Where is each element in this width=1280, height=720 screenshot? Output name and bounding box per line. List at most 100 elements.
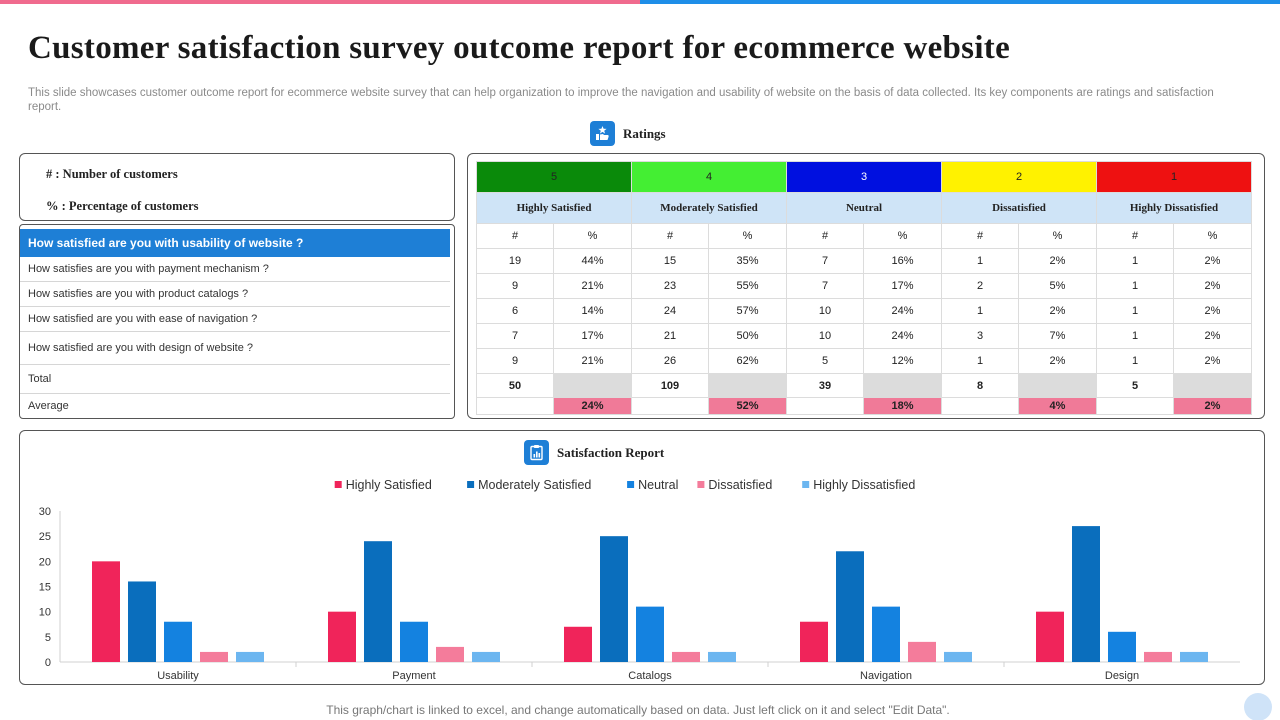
average-cell: 18% bbox=[863, 397, 942, 415]
top-accent-bar-blue bbox=[640, 0, 1280, 4]
totals-row: 50 109 39 8 5 bbox=[476, 373, 1252, 398]
bar-catalogs-dissatisfied bbox=[672, 651, 700, 662]
average-cell: 2% bbox=[1173, 397, 1252, 415]
sub-header-percent: % bbox=[708, 223, 787, 249]
bar-usability-moderately-satisfied bbox=[128, 581, 156, 662]
sub-header-count: # bbox=[476, 223, 554, 249]
bar-navigation-highly-dissatisfied bbox=[944, 651, 972, 662]
question-navigation[interactable]: How satisfied are you with ease of navig… bbox=[20, 307, 450, 332]
ratings-header: Ratings bbox=[590, 121, 666, 146]
question-payment[interactable]: How satisfies are you with payment mecha… bbox=[20, 257, 450, 282]
bar-catalogs-moderately-satisfied bbox=[600, 536, 628, 662]
average-cell: 4% bbox=[1018, 397, 1097, 415]
rating-name: Neutral bbox=[786, 192, 942, 224]
table-row: 6 14% 24 57% 10 24% 1 2% 1 2% bbox=[476, 298, 1252, 324]
bar-navigation-moderately-satisfied bbox=[836, 551, 864, 662]
y-tick-label: 20 bbox=[39, 556, 51, 568]
y-tick-label: 25 bbox=[39, 531, 51, 543]
chart-panel bbox=[19, 430, 1265, 685]
level-5-header: 5 bbox=[476, 161, 632, 193]
satisfaction-label: Satisfaction Report bbox=[557, 444, 665, 460]
legend-label: Dissatisfied bbox=[708, 478, 772, 492]
table-cell: 2% bbox=[1173, 348, 1252, 374]
bar-payment-highly-satisfied bbox=[328, 611, 356, 662]
table-cell: 1 bbox=[941, 348, 1019, 374]
table-cell: 55% bbox=[708, 273, 787, 299]
bar-usability-highly-dissatisfied bbox=[236, 651, 264, 662]
corner-decoration bbox=[1244, 693, 1272, 720]
y-tick-label: 5 bbox=[45, 632, 51, 644]
x-tick-label: Design bbox=[1105, 670, 1139, 682]
rating-name: Moderately Satisfied bbox=[631, 192, 787, 224]
ratings-table: 5 4 3 2 1 Highly Satisfied Moderately Sa… bbox=[476, 161, 1252, 415]
legend-label: Moderately Satisfied bbox=[478, 478, 591, 492]
x-tick-label: Catalogs bbox=[628, 670, 672, 682]
satisfaction-header: Satisfaction Report bbox=[524, 440, 664, 465]
x-tick-label: Navigation bbox=[860, 670, 912, 682]
table-cell: 50% bbox=[708, 323, 787, 349]
bar-catalogs-highly-satisfied bbox=[564, 626, 592, 662]
table-cell: 24% bbox=[863, 298, 942, 324]
thumbs-up-star-icon bbox=[590, 121, 615, 146]
legend-swatch bbox=[802, 481, 810, 488]
y-tick-label: 10 bbox=[39, 607, 51, 619]
legend-swatch bbox=[467, 481, 475, 488]
table-cell: 26 bbox=[631, 348, 709, 374]
average-label: Average bbox=[28, 400, 69, 412]
table-cell: 57% bbox=[708, 298, 787, 324]
table-cell: 2% bbox=[1173, 273, 1252, 299]
level-3-header: 3 bbox=[786, 161, 942, 193]
table-cell: 1 bbox=[1096, 298, 1174, 324]
empty-cell bbox=[553, 373, 632, 398]
bar-payment-moderately-satisfied bbox=[364, 541, 392, 662]
page-subtitle: This slide showcases customer outcome re… bbox=[28, 87, 1214, 113]
total-cell: 8 bbox=[941, 373, 1019, 398]
table-cell: 1 bbox=[941, 248, 1019, 274]
level-2-header: 2 bbox=[941, 161, 1097, 193]
top-accent-bar-pink bbox=[0, 0, 640, 4]
empty-cell bbox=[863, 373, 942, 398]
legend-label: Highly Dissatisfied bbox=[813, 478, 915, 492]
table-cell: 2% bbox=[1018, 248, 1097, 274]
y-tick-label: 30 bbox=[39, 506, 51, 518]
table-cell: 2% bbox=[1173, 248, 1252, 274]
sub-header-count: # bbox=[1096, 223, 1174, 249]
legend-swatch bbox=[334, 481, 342, 488]
table-cell: 23 bbox=[631, 273, 709, 299]
ratings-label: Ratings bbox=[623, 125, 666, 141]
table-row: 19 44% 15 35% 7 16% 1 2% 1 2% bbox=[476, 248, 1252, 274]
question-usability[interactable]: How satisfied are you with usability of … bbox=[20, 229, 450, 257]
table-cell: 21% bbox=[553, 348, 632, 374]
table-cell: 21% bbox=[553, 273, 632, 299]
legend-percent: % : Percentage of customers bbox=[46, 199, 199, 213]
legend-count: # : Number of customers bbox=[46, 167, 178, 181]
bar-navigation-dissatisfied bbox=[908, 641, 936, 662]
legend-label: Neutral bbox=[638, 478, 678, 492]
bar-usability-highly-satisfied bbox=[92, 561, 120, 662]
bar-payment-highly-dissatisfied bbox=[472, 651, 500, 662]
average-cell: 52% bbox=[708, 397, 787, 415]
bar-design-highly-satisfied bbox=[1036, 611, 1064, 662]
rating-name: Highly Satisfied bbox=[476, 192, 632, 224]
question-catalogs[interactable]: How satisfies are you with product catal… bbox=[20, 282, 450, 307]
clipboard-chart-icon bbox=[524, 440, 549, 465]
bar-catalogs-highly-dissatisfied bbox=[708, 651, 736, 662]
bar-navigation-highly-satisfied bbox=[800, 621, 828, 662]
legend-swatch bbox=[697, 481, 705, 488]
table-cell: 14% bbox=[553, 298, 632, 324]
table-cell: 2% bbox=[1173, 298, 1252, 324]
y-tick-label: 15 bbox=[39, 582, 51, 594]
legend-swatch bbox=[627, 481, 635, 488]
bar-design-neutral bbox=[1108, 631, 1136, 662]
averages-row: 24% 52% 18% 4% 2% bbox=[476, 397, 1252, 415]
ratings-panel bbox=[467, 153, 1265, 419]
bar-design-dissatisfied bbox=[1144, 651, 1172, 662]
page-title: Customer satisfaction survey outcome rep… bbox=[28, 30, 1011, 66]
table-cell: 24% bbox=[863, 323, 942, 349]
table-row: 7 17% 21 50% 10 24% 3 7% 1 2% bbox=[476, 323, 1252, 349]
table-cell: 6 bbox=[476, 298, 554, 324]
question-design[interactable]: How satisfied are you with design of web… bbox=[20, 332, 450, 365]
level-4-header: 4 bbox=[631, 161, 787, 193]
total-label: Total bbox=[20, 365, 450, 394]
table-cell: 12% bbox=[863, 348, 942, 374]
